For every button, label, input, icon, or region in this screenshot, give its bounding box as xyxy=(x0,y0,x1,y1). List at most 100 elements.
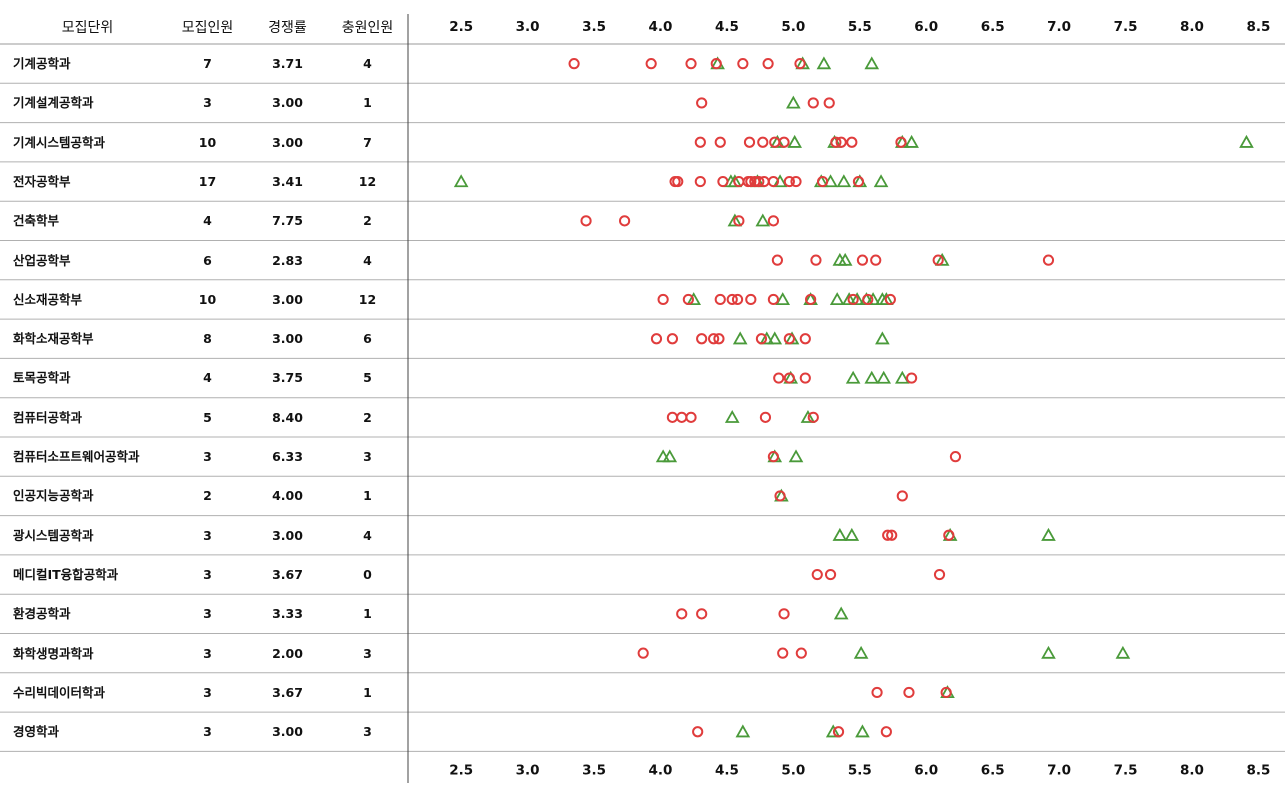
triangle-marker xyxy=(894,370,910,384)
ratio-value: 3.41 xyxy=(272,173,303,189)
triangle-marker xyxy=(864,56,880,70)
ratio-value: 3.67 xyxy=(272,684,303,700)
extra-value: 3 xyxy=(363,449,372,464)
unit-name: 인공지능공학과 xyxy=(13,488,94,504)
table-row: 화학소재공학부 8 3.00 6 xyxy=(0,319,408,358)
x-tick-label-bottom: 5.5 xyxy=(848,762,872,778)
extra-value: 12 xyxy=(358,173,377,189)
triangle-marker xyxy=(788,449,804,463)
x-tick-label-top: 6.5 xyxy=(981,19,1005,35)
triangle-marker xyxy=(732,331,748,345)
circle-marker xyxy=(830,136,842,148)
table-row: 기계시스템공학과 10 3.00 7 xyxy=(0,123,408,162)
circle-marker xyxy=(846,136,858,148)
table-row: 토목공학과 4 3.75 5 xyxy=(0,358,408,397)
table-row: 경영학과 3 3.00 3 xyxy=(0,712,408,751)
quota-value: 10 xyxy=(198,291,217,307)
triangle-marker xyxy=(836,174,852,188)
unit-name: 기계공학과 xyxy=(13,56,71,71)
table-row: 컴퓨터소프트웨어공학과 3 6.33 3 xyxy=(0,437,408,476)
triangle-marker xyxy=(875,331,890,345)
extra-value: 5 xyxy=(363,370,372,386)
circle-marker xyxy=(767,293,780,306)
triangle-marker xyxy=(786,95,801,109)
quota-value: 6 xyxy=(203,252,212,268)
quota-value: 8 xyxy=(203,331,212,347)
table-row: 기계설계공학과 3 3.00 1 xyxy=(0,83,408,122)
circle-marker xyxy=(696,608,708,620)
triangle-marker xyxy=(787,134,802,148)
header-extra: 충원인원 xyxy=(341,20,394,36)
triangle-marker xyxy=(853,645,869,659)
header-quota: 모집인원 xyxy=(181,20,234,36)
circle-marker xyxy=(823,97,835,109)
unit-name: 화학소재공학부 xyxy=(13,331,94,347)
circle-marker xyxy=(799,372,811,384)
extra-value: 1 xyxy=(363,488,372,504)
ratio-value: 7.75 xyxy=(272,213,303,229)
ratio-value: 2.83 xyxy=(272,252,303,268)
triangle-marker xyxy=(876,370,892,384)
circle-marker xyxy=(637,647,649,659)
triangle-marker xyxy=(1041,645,1056,659)
circle-marker xyxy=(940,686,952,699)
x-tick-label-top: 4.0 xyxy=(649,19,673,35)
circle-marker xyxy=(773,372,785,384)
circle-marker xyxy=(694,175,706,188)
x-tick-label-bottom: 8.0 xyxy=(1180,762,1204,778)
circle-marker xyxy=(880,726,892,738)
x-tick-label-top: 7.5 xyxy=(1114,19,1138,35)
triangle-marker xyxy=(767,331,783,345)
circle-marker xyxy=(650,333,663,345)
circle-marker xyxy=(694,136,706,148)
table-row: 인공지능공학과 2 4.00 1 xyxy=(0,476,408,515)
x-tick-label-bottom: 4.0 xyxy=(649,762,673,778)
circle-marker xyxy=(568,58,580,70)
triangle-marker xyxy=(727,174,743,188)
quota-value: 10 xyxy=(198,134,217,150)
x-tick-label-bottom: 6.5 xyxy=(981,762,1005,778)
extra-value: 4 xyxy=(363,527,372,543)
triangle-marker xyxy=(849,292,865,306)
circle-marker xyxy=(733,215,745,227)
circle-marker xyxy=(714,136,726,148)
extra-value: 4 xyxy=(363,252,372,268)
extra-value: 4 xyxy=(363,56,372,71)
x-tick-label-top: 5.0 xyxy=(781,19,805,35)
circle-marker xyxy=(731,293,744,306)
x-tick-label-top: 7.0 xyxy=(1047,19,1071,35)
triangle-marker xyxy=(727,213,743,227)
x-tick-label-top: 8.5 xyxy=(1246,19,1270,35)
triangle-marker xyxy=(934,252,950,266)
circle-marker xyxy=(799,333,811,345)
circle-marker xyxy=(755,333,768,345)
table-row: 메디컬IT융합공학과 3 3.67 0 xyxy=(0,555,408,594)
ratio-value: 3.75 xyxy=(272,370,303,386)
triangle-marker xyxy=(832,527,848,541)
quota-value: 4 xyxy=(203,370,212,386)
circle-marker xyxy=(882,529,894,541)
circle-marker xyxy=(717,175,729,188)
unit-name: 기계시스템공학과 xyxy=(13,134,106,150)
table-row: 컴퓨터공학과 5 8.40 2 xyxy=(0,398,408,437)
circle-marker xyxy=(726,293,738,306)
triangle-marker xyxy=(686,292,702,306)
circle-marker xyxy=(835,136,847,148)
unit-name: 전자공학부 xyxy=(13,173,71,189)
circle-marker xyxy=(903,686,915,699)
circle-marker xyxy=(645,58,657,70)
circle-marker xyxy=(852,175,865,188)
quota-value: 3 xyxy=(203,684,212,700)
quota-value: 3 xyxy=(203,606,212,622)
unit-name: 컴퓨터공학과 xyxy=(13,409,83,425)
circle-marker xyxy=(856,254,869,266)
extra-value: 1 xyxy=(363,95,372,111)
circle-marker xyxy=(943,529,955,541)
circle-marker xyxy=(767,175,780,188)
circle-marker xyxy=(933,568,946,581)
extra-value: 2 xyxy=(363,409,372,425)
circle-marker xyxy=(795,647,807,659)
circle-marker xyxy=(767,215,780,227)
table-row: 전자공학부 17 3.41 12 xyxy=(0,162,408,201)
